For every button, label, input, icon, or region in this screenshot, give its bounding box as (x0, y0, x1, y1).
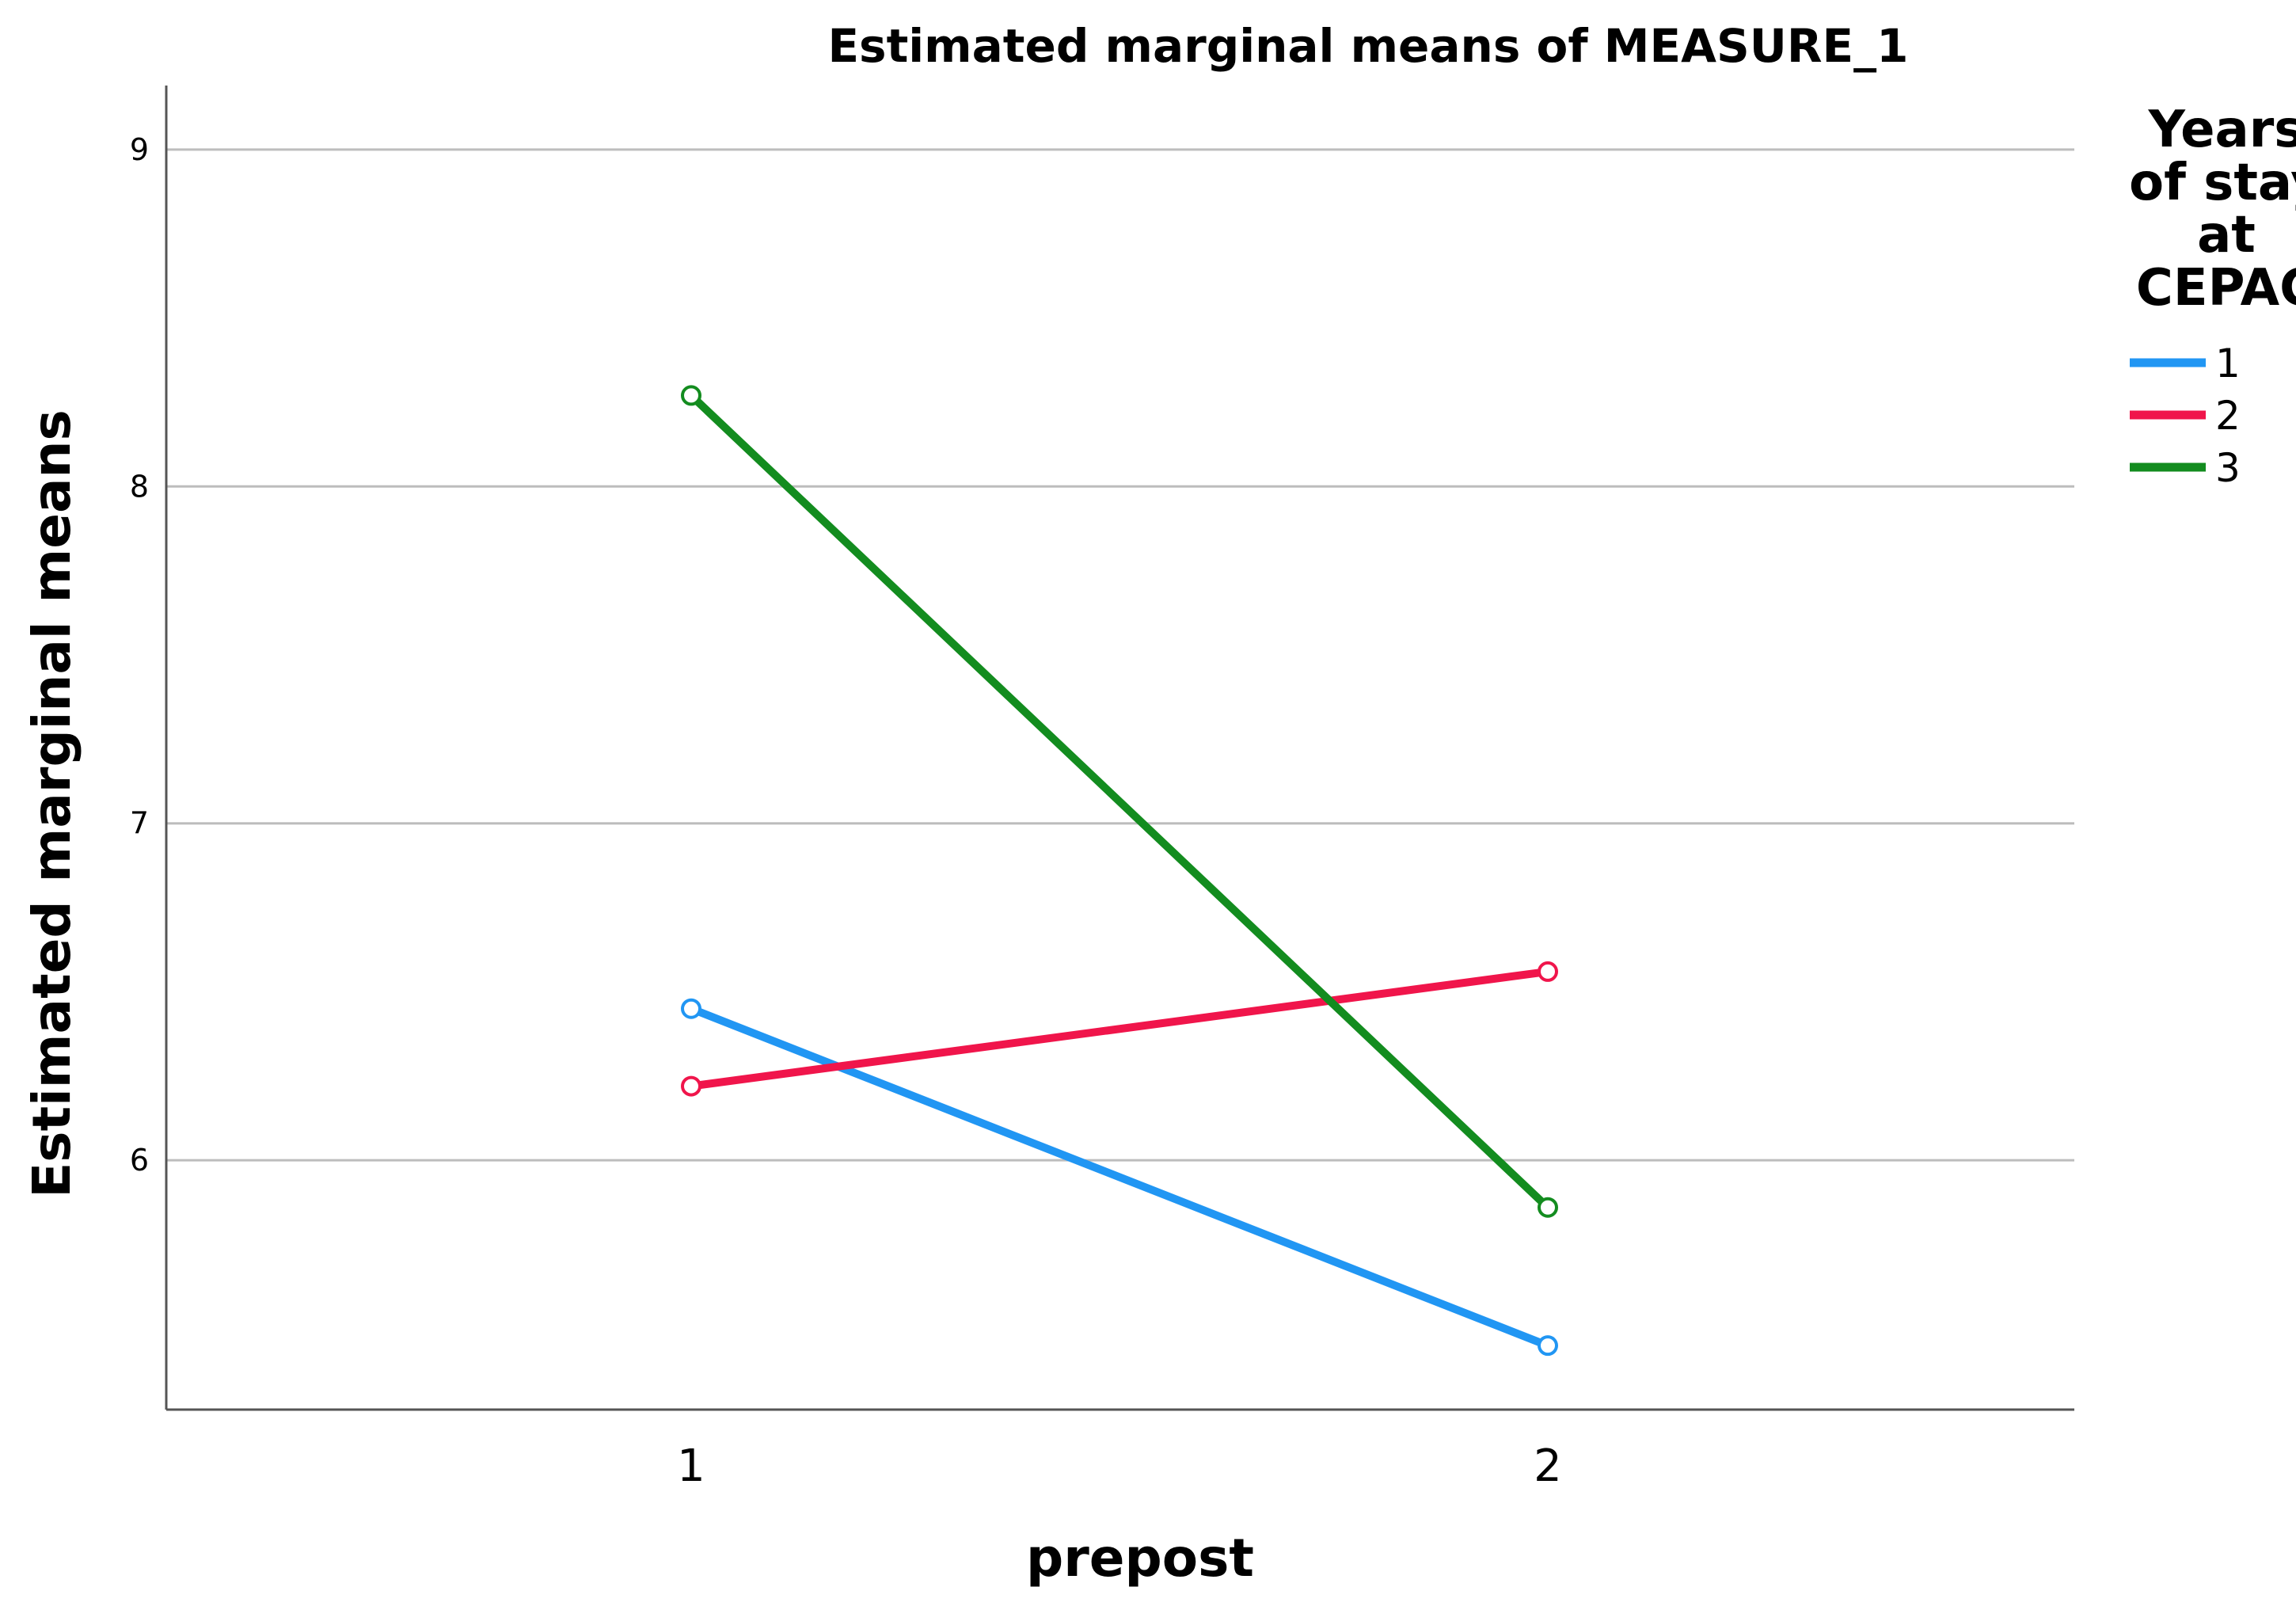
data-point (1538, 961, 1558, 982)
data-point (681, 998, 701, 1019)
legend-label: 2 (2215, 393, 2241, 439)
series-2 (681, 961, 1558, 1097)
x-tick-label: 1 (677, 1440, 705, 1492)
series-line (687, 1004, 1552, 1350)
x-axis-title: prepost (1026, 1528, 1254, 1589)
y-axis-title: Estimated marginal means (21, 409, 82, 1198)
data-point (1538, 1197, 1558, 1218)
gridlines (166, 148, 2074, 1162)
series-1 (681, 998, 1558, 1357)
series-layer (681, 385, 1558, 1357)
y-tick-label: 6 (130, 1143, 149, 1178)
series-line (687, 967, 1552, 1090)
data-point (681, 1075, 701, 1097)
legend-label: 3 (2215, 445, 2241, 491)
series-line (687, 391, 1552, 1212)
y-tick-labels: 6 7 8 9 (130, 132, 149, 1178)
legend-title-line: CEPAC (2136, 259, 2296, 318)
legend-title-line: at (2197, 206, 2256, 264)
legend-label: 1 (2215, 341, 2241, 386)
series-3 (681, 385, 1558, 1218)
data-point (681, 385, 701, 406)
y-tick-label: 7 (130, 806, 149, 841)
legend-title-line: Years (2148, 101, 2296, 159)
chart-title: Estimated marginal means of MEASURE_1 (827, 19, 1908, 73)
x-tick-label: 2 (1534, 1440, 1562, 1492)
y-tick-label: 8 (130, 469, 149, 504)
legend-title-line: of stay (2129, 154, 2296, 212)
y-tick-label: 9 (130, 132, 149, 167)
data-point (1538, 1335, 1558, 1357)
